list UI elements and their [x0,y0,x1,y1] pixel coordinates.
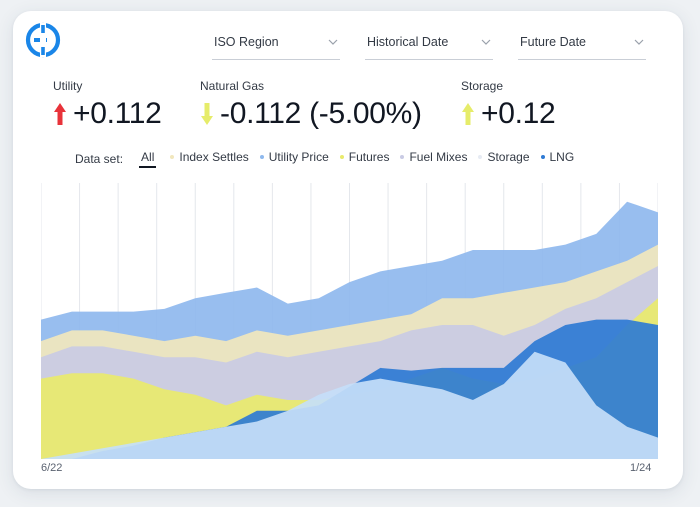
filter-lng[interactable]: LNG [540,150,575,167]
metric-utility: Utility +0.112 [53,79,162,131]
x-axis-end-label: 1/24 [630,462,652,474]
dashboard-card: ISO Region Historical Date Future Date U… [13,11,683,489]
legend-dot-icon [478,155,483,159]
area-chart[interactable] [41,183,658,459]
legend-dot-icon [170,155,175,159]
filter-futures[interactable]: Futures [339,150,390,167]
historical-date-label: Historical Date [367,35,449,49]
data-set-label: Data set: [75,151,124,166]
filter-fuel-mixes[interactable]: Fuel Mixes [400,150,467,167]
filter-label: Utility Price [268,150,329,164]
legend-dot-icon [400,155,405,159]
legend-dot-icon [540,155,545,159]
filter-all[interactable]: All [139,150,157,168]
filter-label: All [141,150,155,164]
filter-label: Futures [348,150,390,164]
series-area-storage[interactable] [41,351,658,459]
data-set-filter-bar: Data set: All Index Settles Utility Pric… [75,150,585,168]
filter-index-settles[interactable]: Index Settles [170,150,249,167]
metric-value: +0.112 [73,97,162,130]
metric-label: Storage [461,79,504,93]
arrow-up-icon [54,103,66,125]
x-axis-start-label: 6/22 [41,462,63,474]
filter-label: LNG [549,150,575,164]
future-date-dropdown[interactable]: Future Date [518,29,646,60]
metric-natural-gas: Natural Gas -0.112 (-5.00%) [200,79,422,131]
chevron-down-icon [328,39,338,45]
metric-label: Natural Gas [200,79,265,93]
historical-date-dropdown[interactable]: Historical Date [365,29,493,60]
arrow-down-icon [201,103,213,125]
metric-label: Utility [53,79,83,93]
metric-value: +0.12 [481,97,556,130]
filter-label: Index Settles [179,150,249,164]
legend-dot-icon [339,155,344,159]
metric-storage: Storage +0.12 [461,79,556,131]
iso-region-dropdown[interactable]: ISO Region [212,29,340,60]
future-date-label: Future Date [520,35,587,49]
iso-region-label: ISO Region [214,35,279,49]
filter-utility-price[interactable]: Utility Price [259,150,329,167]
arrow-up-icon [462,103,474,125]
filter-label: Fuel Mixes [409,150,468,164]
filter-storage[interactable]: Storage [478,150,530,167]
filter-label: Storage [487,150,530,164]
metric-value: -0.112 (-5.00%) [220,97,422,130]
legend-dot-icon [259,155,264,159]
chevron-down-icon [481,39,491,45]
brand-logo-icon[interactable] [24,21,62,59]
chevron-down-icon [634,39,644,45]
